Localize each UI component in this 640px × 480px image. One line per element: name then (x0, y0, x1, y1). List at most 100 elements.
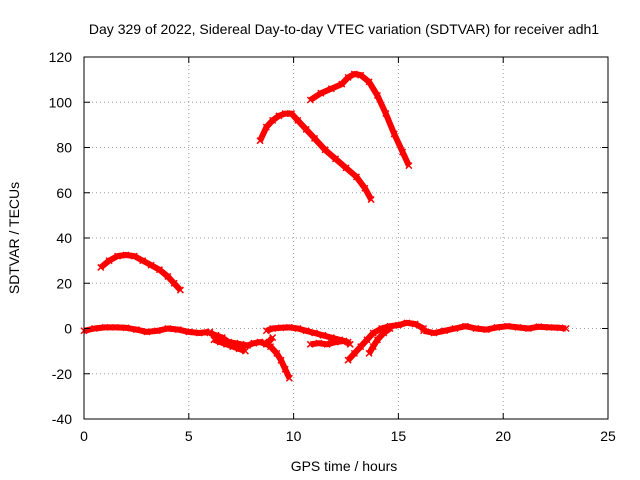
data-point (556, 324, 564, 332)
data-point (545, 323, 553, 331)
data-point (340, 337, 348, 345)
data-point (311, 134, 319, 142)
data-point (277, 324, 285, 332)
data-point (164, 272, 172, 280)
data-point (535, 323, 543, 331)
data-point (373, 336, 381, 344)
data-point (210, 336, 218, 344)
y-tick-label: -40 (52, 411, 72, 427)
data-point (306, 96, 314, 104)
data-point (97, 263, 105, 271)
data-point (281, 365, 289, 373)
data-point (241, 347, 249, 355)
data-point (331, 155, 340, 163)
data-point (139, 257, 147, 265)
data-point (195, 329, 203, 337)
data-point (562, 324, 570, 333)
data-point (269, 116, 277, 124)
data-point (285, 323, 293, 331)
data-point (369, 343, 377, 351)
data-point (390, 130, 398, 138)
data-point (430, 329, 438, 337)
series-group (80, 70, 570, 382)
data-point (170, 279, 178, 287)
data-point (323, 340, 331, 348)
data-point (451, 324, 459, 333)
data-point (344, 356, 352, 364)
data-point (294, 324, 302, 333)
y-tick-label: 40 (56, 230, 72, 246)
data-point (277, 356, 285, 364)
data-point (352, 173, 361, 181)
data-point (317, 89, 325, 97)
data-point (267, 343, 275, 351)
data-point (269, 324, 277, 333)
data-point (185, 328, 193, 336)
data-point (306, 340, 314, 348)
series-arc-1 (98, 252, 183, 293)
data-point (275, 112, 283, 120)
data-point (122, 251, 130, 259)
data-point (461, 322, 470, 330)
data-point (357, 71, 365, 79)
data-point (373, 91, 381, 99)
data-point (311, 329, 319, 337)
y-tick-label: 20 (56, 275, 72, 291)
data-point (493, 323, 501, 331)
data-point (229, 343, 237, 351)
data-point (382, 110, 390, 118)
data-point (114, 252, 122, 260)
y-tick-label: 100 (49, 94, 73, 110)
data-point (380, 329, 388, 337)
data-point (403, 319, 411, 327)
data-point (350, 349, 358, 357)
data-point (273, 349, 281, 357)
data-point (482, 326, 490, 334)
data-point (294, 116, 302, 124)
data-point (365, 349, 373, 357)
data-point (256, 137, 264, 145)
data-point (111, 323, 119, 331)
data-point (235, 345, 243, 353)
data-point (105, 257, 113, 265)
data-point (363, 336, 371, 344)
x-tick-label: 10 (286, 428, 302, 444)
data-point (361, 184, 369, 192)
data-point (315, 339, 323, 347)
data-point (405, 162, 413, 170)
data-point (503, 322, 511, 330)
data-point (216, 338, 224, 346)
data-point (411, 320, 419, 328)
data-point (260, 338, 268, 346)
data-point (212, 331, 220, 339)
data-point (250, 339, 258, 347)
chart-title: Day 329 of 2022, Sidereal Day-to-day VTE… (89, 21, 599, 37)
data-point (143, 328, 151, 336)
data-point (147, 261, 155, 269)
data-point (155, 266, 163, 274)
data-point (176, 286, 184, 294)
data-point (327, 85, 335, 93)
data-point (302, 327, 310, 335)
x-tick-label: 5 (185, 428, 193, 444)
data-point (342, 164, 350, 172)
data-point (344, 73, 352, 81)
data-point (369, 329, 377, 337)
data-point (262, 123, 270, 131)
data-point (243, 341, 252, 349)
data-point (524, 324, 532, 333)
x-tick-label: 0 (80, 428, 88, 444)
data-point (350, 70, 358, 78)
series-arc-2 (257, 110, 374, 201)
x-tick-label: 25 (600, 428, 616, 444)
data-point (472, 324, 480, 333)
x-tick-label: 20 (495, 428, 511, 444)
data-point (399, 148, 407, 156)
series-arc-7 (262, 339, 293, 380)
data-point (331, 338, 340, 346)
data-point (153, 327, 161, 335)
data-point (440, 327, 449, 335)
data-point (269, 334, 277, 342)
data-point (319, 331, 327, 339)
